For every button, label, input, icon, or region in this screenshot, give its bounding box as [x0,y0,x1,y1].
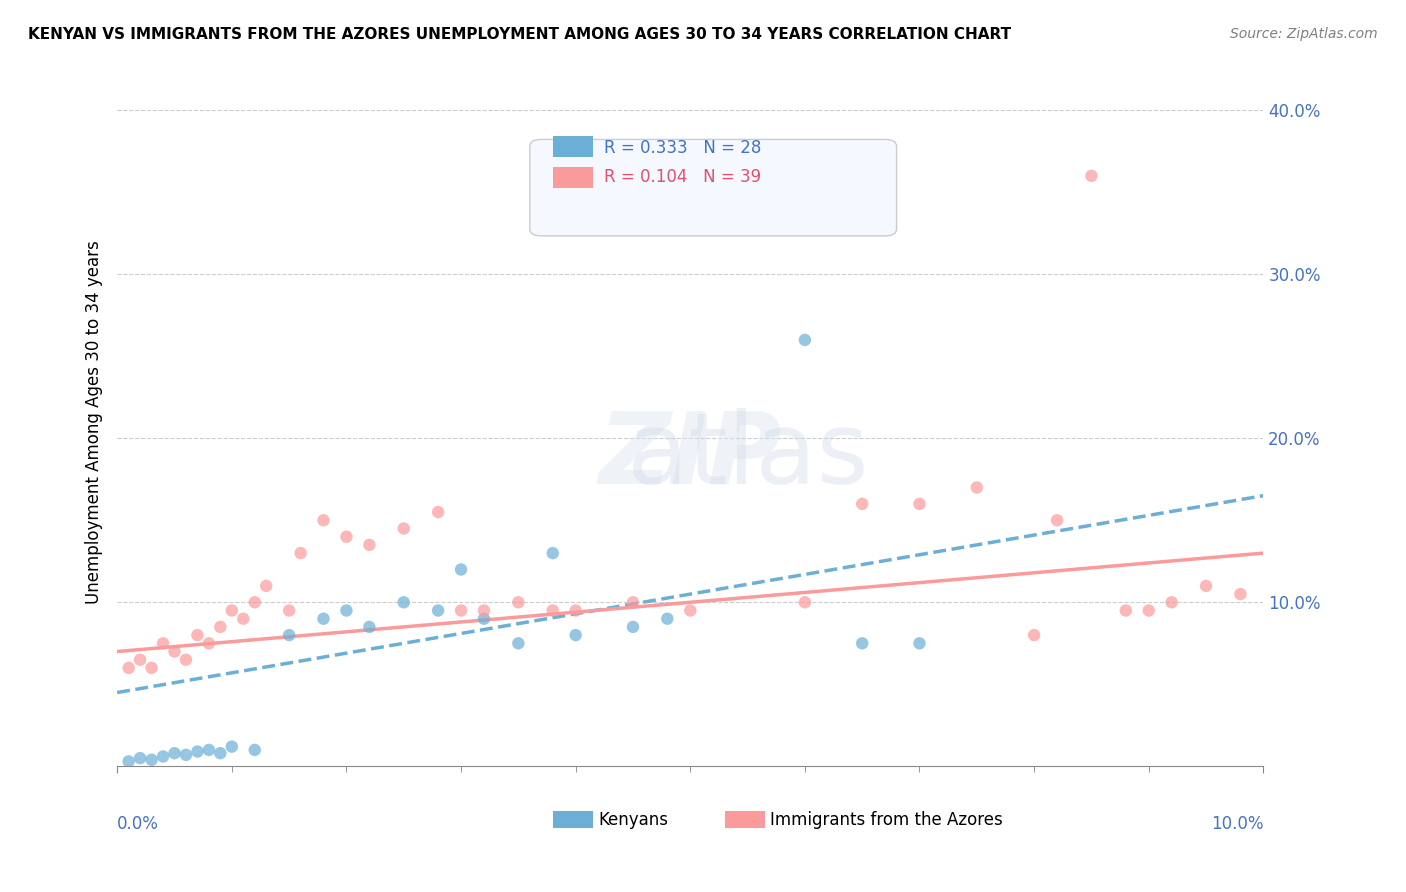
Point [851,497,873,511]
Point [359,538,381,552]
Text: atlas: atlas [627,408,869,505]
Point [1195,579,1218,593]
Point [427,505,450,519]
Point [129,751,152,765]
Text: Kenyans: Kenyans [599,811,669,829]
Text: Immigrants from the Azores: Immigrants from the Azores [770,811,1004,829]
Point [564,603,586,617]
Point [657,612,679,626]
Point [1080,169,1102,183]
Bar [553,811,593,829]
Point [908,636,931,650]
Point [290,546,312,560]
Point [621,595,644,609]
Point [141,661,163,675]
Point [472,603,495,617]
Point [392,521,415,535]
Point [508,636,530,650]
Point [427,603,450,617]
Point [1115,603,1137,617]
Point [450,603,472,617]
Point [1022,628,1045,642]
Point [118,755,141,769]
Text: Source: ZipAtlas.com: Source: ZipAtlas.com [1230,27,1378,41]
Point [472,612,495,626]
Point [163,746,186,760]
Point [621,620,644,634]
Point [679,603,702,617]
Point [221,739,243,754]
Point [392,595,415,609]
Point [908,497,931,511]
Text: R = 0.333   N = 28: R = 0.333 N = 28 [605,138,762,157]
Point [174,747,197,762]
Point [209,620,232,634]
Text: R = 0.104   N = 39: R = 0.104 N = 39 [605,169,762,186]
Point [243,743,266,757]
Point [243,595,266,609]
Point [1229,587,1251,601]
Point [152,749,174,764]
Point [129,653,152,667]
Point [198,743,221,757]
Y-axis label: Unemployment Among Ages 30 to 34 years: Unemployment Among Ages 30 to 34 years [86,240,103,604]
Point [335,530,357,544]
Point [174,653,197,667]
Point [508,595,530,609]
Point [793,595,815,609]
Point [1046,513,1069,527]
Text: 0.0%: 0.0% [117,814,159,832]
Point [254,579,277,593]
Text: ZIP: ZIP [599,408,782,505]
Point [359,620,381,634]
Point [186,628,208,642]
Point [152,636,174,650]
Point [232,612,254,626]
Text: 10.0%: 10.0% [1211,814,1264,832]
Point [450,562,472,576]
Point [541,546,564,560]
Bar [553,136,593,157]
Point [851,636,873,650]
Point [118,661,141,675]
Point [335,603,357,617]
Point [679,169,702,183]
Bar [553,167,593,187]
Point [564,628,586,642]
Point [198,636,221,650]
Point [186,745,208,759]
Bar [724,811,765,829]
Point [312,513,335,527]
Point [209,746,232,760]
Point [1137,603,1160,617]
Point [1160,595,1182,609]
Point [278,603,301,617]
Point [966,481,988,495]
Point [278,628,301,642]
Point [312,612,335,626]
Point [221,603,243,617]
Point [163,644,186,658]
Point [541,603,564,617]
Point [141,753,163,767]
Text: KENYAN VS IMMIGRANTS FROM THE AZORES UNEMPLOYMENT AMONG AGES 30 TO 34 YEARS CORR: KENYAN VS IMMIGRANTS FROM THE AZORES UNE… [28,27,1011,42]
Point [793,333,815,347]
FancyBboxPatch shape [530,139,897,235]
